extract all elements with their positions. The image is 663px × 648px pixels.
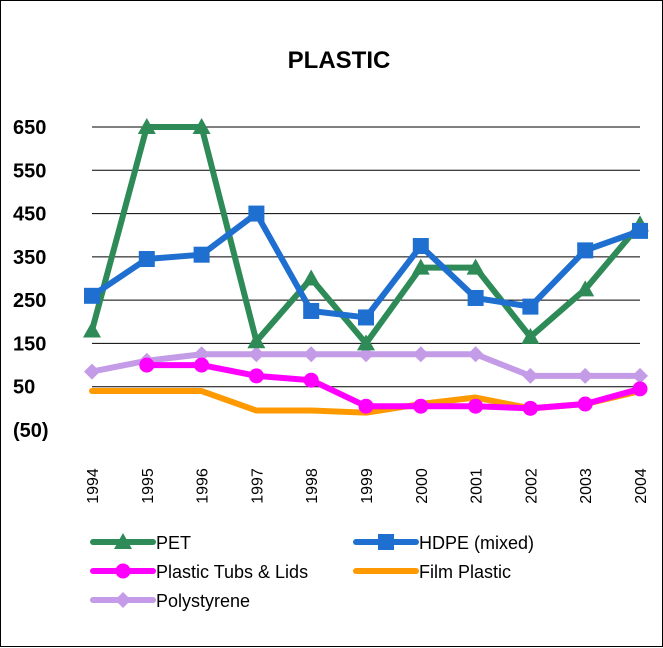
y-tick-label: 150 <box>13 333 46 355</box>
legend-marker-pet <box>114 533 132 549</box>
legend-item-film-plastic: Film Plastic <box>353 562 511 582</box>
x-tick-label: 2004 <box>633 468 650 504</box>
series-hdpe-mixed <box>84 205 648 326</box>
legend-marker-polystyrene <box>115 592 131 608</box>
x-tick-label: 1998 <box>304 468 321 504</box>
series-line-plastic-tubs-lids <box>143 362 643 412</box>
data-point-polystyrene <box>577 367 594 384</box>
data-point-polystyrene <box>84 363 100 380</box>
data-point-plastic-tubs-lids <box>194 357 210 373</box>
x-tick-label: 2000 <box>414 468 431 504</box>
data-point-plastic-tubs-lids <box>632 381 648 397</box>
legend-marker-plastic-tubs-lids <box>115 563 131 579</box>
data-point-pet <box>83 321 101 338</box>
data-point-hdpe-mixed <box>632 222 648 239</box>
data-point-polystyrene <box>632 367 648 384</box>
data-point-polystyrene <box>522 367 539 384</box>
data-point-hdpe-mixed <box>193 246 210 263</box>
data-point-plastic-tubs-lids <box>248 368 264 384</box>
data-point-pet <box>302 269 321 286</box>
data-point-pet <box>357 334 375 351</box>
x-tick-label: 2001 <box>469 468 486 504</box>
legend-item-pet: PET <box>90 533 191 553</box>
legend-label: HDPE (mixed) <box>419 533 534 553</box>
data-point-hdpe-mixed <box>577 242 594 259</box>
legend-marker-hdpe-mixed <box>378 534 394 550</box>
series-layer <box>83 118 649 416</box>
data-point-hdpe-mixed <box>138 251 155 268</box>
series-line-hdpe-mixed <box>89 210 643 321</box>
data-point-hdpe-mixed <box>303 302 320 319</box>
data-point-plastic-tubs-lids <box>139 357 155 373</box>
x-tick-label: 1996 <box>195 468 212 504</box>
y-tick-label: 550 <box>13 160 46 182</box>
legend-label: Polystyrene <box>156 591 250 611</box>
data-point-plastic-tubs-lids <box>522 400 538 416</box>
data-point-hdpe-mixed <box>467 289 484 306</box>
data-point-polystyrene <box>303 346 320 363</box>
data-point-pet <box>137 118 156 134</box>
data-point-pet <box>521 327 540 344</box>
legend-label: Film Plastic <box>419 562 511 582</box>
data-point-pet <box>466 258 485 275</box>
legend-item-plastic-tubs-lids: Plastic Tubs & Lids <box>90 562 308 582</box>
y-tick-label: 450 <box>13 204 46 226</box>
data-point-plastic-tubs-lids <box>468 398 484 414</box>
y-tick-label: 650 <box>13 117 46 139</box>
y-tick-label: 350 <box>13 247 46 269</box>
x-tick-label: 1999 <box>359 468 376 504</box>
data-point-hdpe-mixed <box>358 309 374 326</box>
x-tick-label: 1997 <box>249 468 266 504</box>
data-point-hdpe-mixed <box>248 205 265 222</box>
x-tick-label: 1994 <box>85 468 102 504</box>
y-tick-label: 250 <box>13 290 46 312</box>
data-point-pet <box>576 280 595 297</box>
y-tick-label: 50 <box>13 377 35 399</box>
legend-label: PET <box>156 533 191 553</box>
y-tick-label: (50) <box>13 420 49 442</box>
y-axis-ticks: 650 550 450 350 250 150 50 (50) <box>13 117 49 442</box>
data-point-polystyrene <box>248 346 265 363</box>
data-point-plastic-tubs-lids <box>303 372 319 388</box>
data-point-plastic-tubs-lids <box>358 398 374 414</box>
data-point-pet <box>411 258 430 275</box>
legend: PET HDPE (mixed) Plastic Tubs & Lids Film P… <box>90 533 534 611</box>
chart-title: PLASTIC <box>288 47 391 74</box>
data-point-pet <box>192 118 211 134</box>
data-point-pet <box>247 332 266 349</box>
legend-item-hdpe-mixed: HDPE (mixed) <box>353 533 534 553</box>
data-point-hdpe-mixed <box>522 298 539 315</box>
x-tick-label: 2002 <box>523 468 540 504</box>
data-point-plastic-tubs-lids <box>577 396 593 412</box>
data-point-polystyrene <box>193 346 210 363</box>
data-point-plastic-tubs-lids <box>413 398 429 414</box>
data-point-polystyrene <box>412 346 429 363</box>
legend-label: Plastic Tubs & Lids <box>156 562 308 582</box>
data-point-hdpe-mixed <box>412 238 429 255</box>
legend-item-polystyrene: Polystyrene <box>90 591 250 611</box>
x-axis-ticks: 1994 1995 1996 1997 1998 1999 2000 2001 2002 2003… <box>85 468 650 504</box>
data-point-polystyrene <box>467 346 484 363</box>
data-point-hdpe-mixed <box>84 287 100 304</box>
x-tick-label: 1995 <box>140 468 157 504</box>
series-plastic-tubs-lids <box>139 357 648 416</box>
x-tick-label: 2003 <box>578 468 595 504</box>
